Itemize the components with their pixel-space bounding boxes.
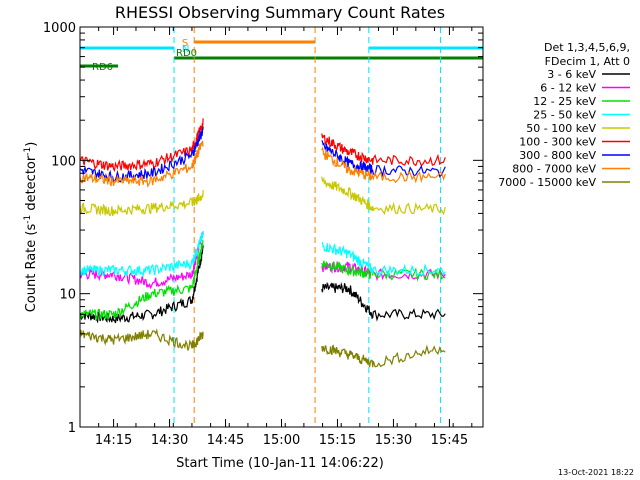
x-tick-label-5: 15:30 xyxy=(375,433,412,448)
flag-label-RD0: RD0 xyxy=(176,48,197,59)
y-axis-label-mid: detector xyxy=(24,155,39,215)
legend-label-6: 300 - 800 keV xyxy=(519,149,596,162)
x-tick-label-0: 14:15 xyxy=(95,433,132,448)
legend-label-5: 100 - 300 keV xyxy=(519,136,596,149)
x-tick-label-2: 14:45 xyxy=(207,433,244,448)
x-tick-label-4: 15:15 xyxy=(319,433,356,448)
x-tick-label-6: 15:45 xyxy=(431,433,468,448)
series-line-2-0 xyxy=(79,239,204,322)
y-axis-label-sup1: -1 xyxy=(23,215,33,224)
legend-label-8: 7000 - 15000 keV xyxy=(498,176,596,189)
legend-label-3: 25 - 50 keV xyxy=(533,109,596,122)
legend: Det 1,3,4,5,6,9, FDecim 1, Att 0 3 - 6 k… xyxy=(498,41,630,189)
y-axis-label-main: Count Rate (s xyxy=(24,224,39,313)
series-lines xyxy=(79,118,446,368)
legend-header-1: Det 1,3,4,5,6,9, xyxy=(544,41,630,54)
chart-title: RHESSI Observing Summary Count Rates xyxy=(115,3,445,22)
legend-label-2: 12 - 25 keV xyxy=(533,95,596,108)
legend-label-7: 800 - 7000 keV xyxy=(512,163,596,176)
x-axis-ticks: 14:15 14:30 14:45 15:00 15:15 15:30 15:45 xyxy=(79,27,473,448)
series-line-0-0 xyxy=(79,245,204,324)
x-tick-label-1: 14:30 xyxy=(151,433,188,448)
footer-date: 13-Oct-2021 18:22 xyxy=(558,468,634,477)
flag-label-S: S xyxy=(182,38,188,49)
y-axis-label: Count Rate (s-1 detector-1) xyxy=(23,142,39,313)
legend-label-1: 6 - 12 keV xyxy=(540,82,596,95)
flag-label-N: N xyxy=(182,44,189,55)
series-line-7-0 xyxy=(79,140,204,188)
series-line-8-1 xyxy=(321,344,446,368)
y-axis-ticks: 1 10 100 1000 xyxy=(43,21,483,436)
series-line-4-1 xyxy=(321,176,446,216)
series-line-3-1 xyxy=(321,241,446,278)
series-line-3-0 xyxy=(79,231,204,278)
series-line-6-0 xyxy=(79,126,204,183)
series-line-2-1 xyxy=(321,260,446,282)
legend-header-2: FDecim 1, Att 0 xyxy=(545,55,630,68)
legend-label-0: 3 - 6 keV xyxy=(547,68,596,81)
series-line-5-1 xyxy=(321,133,446,167)
y-axis-label-sup2: -1 xyxy=(23,147,33,156)
series-line-8-0 xyxy=(79,328,204,351)
series-line-4-0 xyxy=(79,189,204,217)
y-tick-label-1: 10 xyxy=(59,288,76,303)
flag-label-RD6: RD6 xyxy=(92,62,113,73)
series-line-0-1 xyxy=(321,281,446,322)
y-tick-label-2: 100 xyxy=(51,154,76,169)
x-tick-label-3: 15:00 xyxy=(263,433,300,448)
y-tick-label-3: 1000 xyxy=(43,21,76,36)
x-axis-label: Start Time (10-Jan-11 14:06:22) xyxy=(176,456,384,471)
y-axis-label-end: ) xyxy=(24,142,39,147)
legend-label-4: 50 - 100 keV xyxy=(526,122,596,135)
series-line-7-1 xyxy=(321,146,446,184)
y-tick-label-0: 1 xyxy=(68,421,76,436)
